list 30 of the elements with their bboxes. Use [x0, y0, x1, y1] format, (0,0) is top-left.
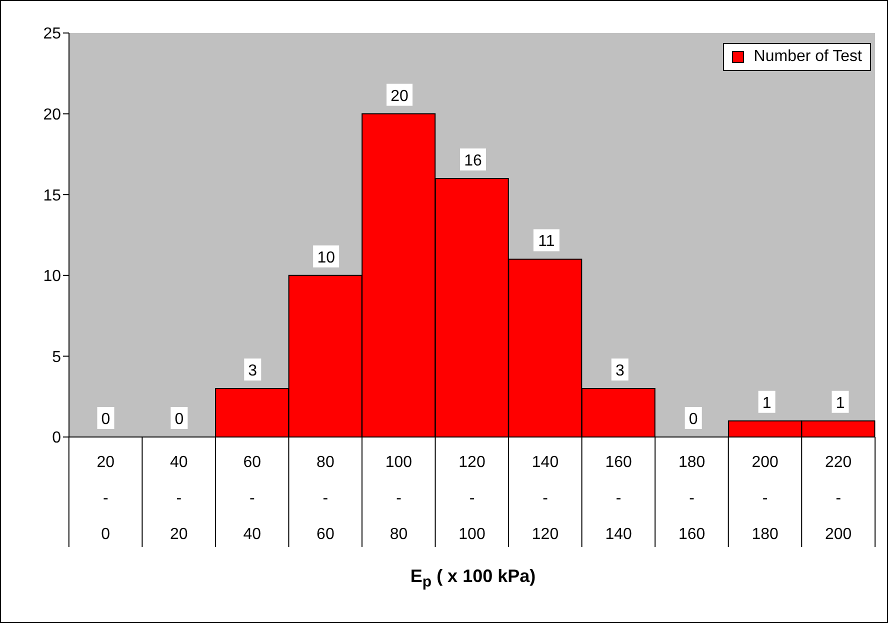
- x-axis-title: E$_{p}$ ( x 100 kPa): [409, 566, 537, 591]
- legend-label: Number of Test: [754, 48, 862, 66]
- y-tick-label: 20: [43, 106, 62, 124]
- x-tick-label: 120 - 100: [458, 454, 486, 543]
- data-label: 0: [101, 411, 110, 428]
- x-tick-label: 20 - 0: [96, 454, 115, 543]
- data-label: 1: [836, 394, 845, 412]
- data-label: 0: [174, 411, 184, 428]
- x-tick-label: 40 - 20: [170, 454, 188, 543]
- x-tick-label: 200 - 180: [752, 454, 779, 543]
- x-tick-label: 180 - 160: [678, 454, 706, 543]
- x-tick-label: 160 - 140: [605, 454, 632, 543]
- data-label: 10: [317, 249, 336, 266]
- data-label: 11: [538, 233, 555, 250]
- y-tick-label: 5: [52, 348, 62, 366]
- x-tick-label: 60 - 40: [243, 454, 262, 543]
- x-tick-label: 80 - 60: [316, 454, 334, 543]
- data-label: 16: [464, 152, 482, 170]
- data-label: 0: [688, 411, 698, 428]
- y-tick-label: 0: [52, 430, 62, 447]
- data-label: 3: [615, 362, 624, 380]
- data-label: 1: [762, 394, 772, 412]
- x-tick-label: 140 - 120: [532, 454, 559, 543]
- data-label: 3: [248, 362, 258, 380]
- y-tick-label: 15: [43, 187, 62, 204]
- x-tick-label: 220 - 200: [825, 454, 852, 543]
- y-tick-label: 10: [43, 268, 62, 286]
- x-tick-label: 100 - 80: [385, 454, 412, 543]
- data-label: 20: [390, 88, 409, 105]
- y-tick-label: 25: [43, 26, 62, 43]
